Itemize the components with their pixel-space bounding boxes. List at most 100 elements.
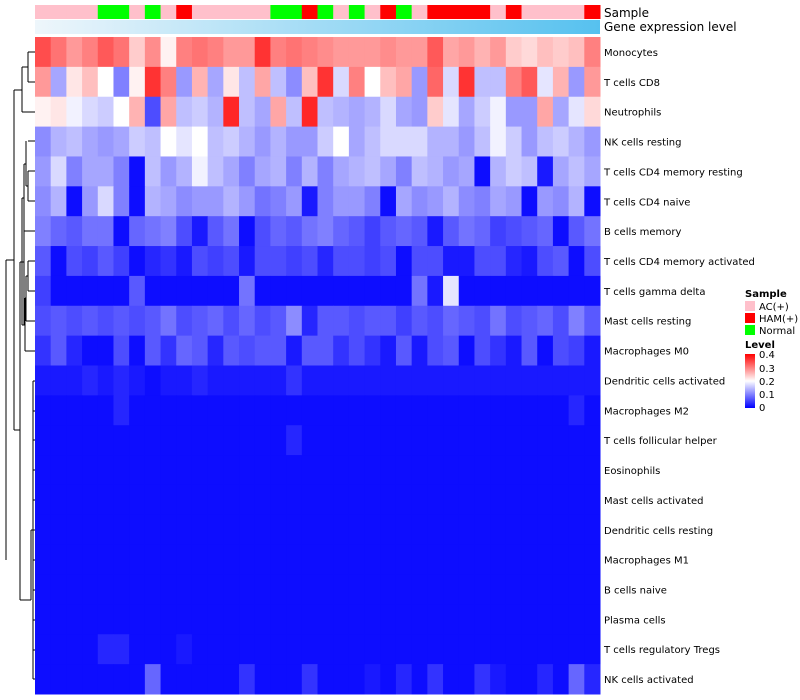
heatmap-cell [50, 604, 67, 635]
heatmap-cell [191, 186, 209, 217]
heatmap-cell [317, 514, 334, 546]
heatmap-cell [254, 514, 271, 546]
heatmap-cell [490, 484, 507, 516]
row-label: T cells CD4 memory resting [603, 167, 743, 178]
heatmap-cell [223, 365, 240, 396]
heatmap-cell [490, 604, 507, 635]
heatmap-cell [129, 335, 146, 366]
level-tick-0-4: 0.4 [759, 350, 775, 361]
heatmap-cell [144, 305, 162, 337]
heatmap-cell [35, 305, 52, 337]
heatmap-cell [474, 126, 491, 157]
heatmap-cell [97, 275, 114, 307]
heatmap-cell [160, 544, 177, 576]
heatmap-cell [270, 37, 287, 68]
heatmap-cell [270, 66, 287, 98]
heatmap-cell [333, 216, 350, 247]
heatmap-cell [129, 604, 146, 635]
heatmap-cell [82, 335, 99, 366]
heatmap-cell [113, 156, 130, 187]
heatmap-cell [521, 484, 538, 516]
heatmap-cell [66, 156, 83, 187]
heatmap-cell [474, 574, 491, 605]
heatmap-cell [160, 664, 177, 695]
heatmap-cell [427, 574, 444, 605]
legend-swatch-normal [745, 325, 755, 335]
heatmap-cell [505, 664, 523, 695]
heatmap-cell [568, 514, 585, 546]
heatmap-cell [207, 484, 224, 516]
heatmap-cell [286, 425, 303, 456]
heatmap-cell [50, 365, 67, 396]
heatmap-cell [286, 664, 303, 695]
heatmap-cell [50, 335, 67, 366]
heatmap-cell [474, 425, 491, 456]
heatmap-cell [584, 156, 601, 187]
row-label: T cells follicular helper [603, 436, 718, 447]
heatmap-cell [239, 37, 256, 68]
heatmap-cell [50, 96, 67, 128]
heatmap-cell [521, 455, 538, 486]
heatmap-cell [521, 574, 538, 605]
row-labels: Monocytes T cells CD8 Neutrophils NK cells … [603, 48, 755, 686]
heatmap-cell [474, 395, 491, 426]
sample-annotation-cell [144, 5, 162, 19]
heatmap-cell [411, 275, 428, 307]
heatmap-cell [301, 365, 318, 396]
heatmap-cell [270, 305, 287, 337]
heatmap-cell [254, 484, 271, 516]
heatmap-cell [568, 544, 585, 576]
heatmap-cell [411, 186, 428, 217]
heatmap-cell [521, 634, 538, 665]
heatmap-cell [144, 66, 162, 98]
heatmap-cell [411, 96, 428, 128]
heatmap-cell [411, 246, 428, 277]
heatmap-cell [490, 664, 507, 695]
heatmap-cell [144, 514, 162, 546]
row-label: B cells memory [604, 227, 681, 238]
heatmap-cell [427, 634, 444, 665]
heatmap-cell [254, 455, 271, 486]
heatmap-cell [160, 96, 177, 128]
heatmap-cell [521, 275, 538, 307]
heatmap-cell [505, 455, 523, 486]
row-label: T cells CD4 naive [603, 197, 690, 208]
heatmap-cell [395, 425, 413, 456]
heatmap-cell [239, 275, 256, 307]
heatmap-cell [521, 96, 538, 128]
heatmap-cell [537, 574, 554, 605]
heatmap-cell [301, 604, 318, 635]
heatmap-cell [490, 634, 507, 665]
heatmap-cell [443, 305, 460, 337]
heatmap-cell [505, 96, 523, 128]
level-tick-0-3: 0.3 [759, 364, 775, 375]
heatmap-cell [97, 664, 114, 695]
heatmap-cell [443, 455, 460, 486]
heatmap-cell [66, 365, 83, 396]
heatmap-cell [364, 604, 381, 635]
heatmap-cell [239, 544, 256, 576]
heatmap-cell [160, 604, 177, 635]
heatmap-cell [348, 186, 366, 217]
heatmap-cell [113, 604, 130, 635]
heatmap-cell [113, 574, 130, 605]
sample-annotation-cell [411, 5, 428, 19]
heatmap-cell [474, 186, 491, 217]
heatmap-cell [144, 126, 162, 157]
heatmap-cell [458, 425, 475, 456]
heatmap-cell [333, 156, 350, 187]
heatmap-cell [176, 246, 193, 277]
heatmap-cell [364, 425, 381, 456]
heatmap-cell [443, 246, 460, 277]
heatmap-cell [568, 96, 585, 128]
heatmap-cell [395, 246, 413, 277]
row-label: Dendritic cells resting [604, 526, 713, 537]
heatmap-cell [113, 275, 130, 307]
heatmap-cell [474, 246, 491, 277]
heatmap-cell [144, 246, 162, 277]
heatmap-cell [97, 216, 114, 247]
heatmap-cell [568, 574, 585, 605]
heatmap-cell [113, 216, 130, 247]
heatmap-cell [364, 574, 381, 605]
heatmap-cell [395, 275, 413, 307]
